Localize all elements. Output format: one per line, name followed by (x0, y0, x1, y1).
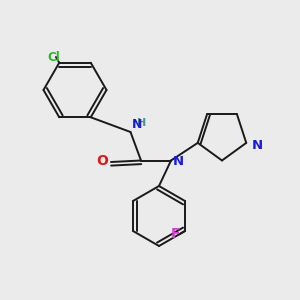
Text: F: F (171, 227, 181, 241)
Text: Cl: Cl (48, 51, 60, 64)
Text: N: N (132, 118, 142, 130)
Text: N: N (252, 140, 263, 152)
Text: N: N (172, 155, 184, 169)
Text: H: H (137, 118, 146, 128)
Text: O: O (97, 154, 109, 167)
